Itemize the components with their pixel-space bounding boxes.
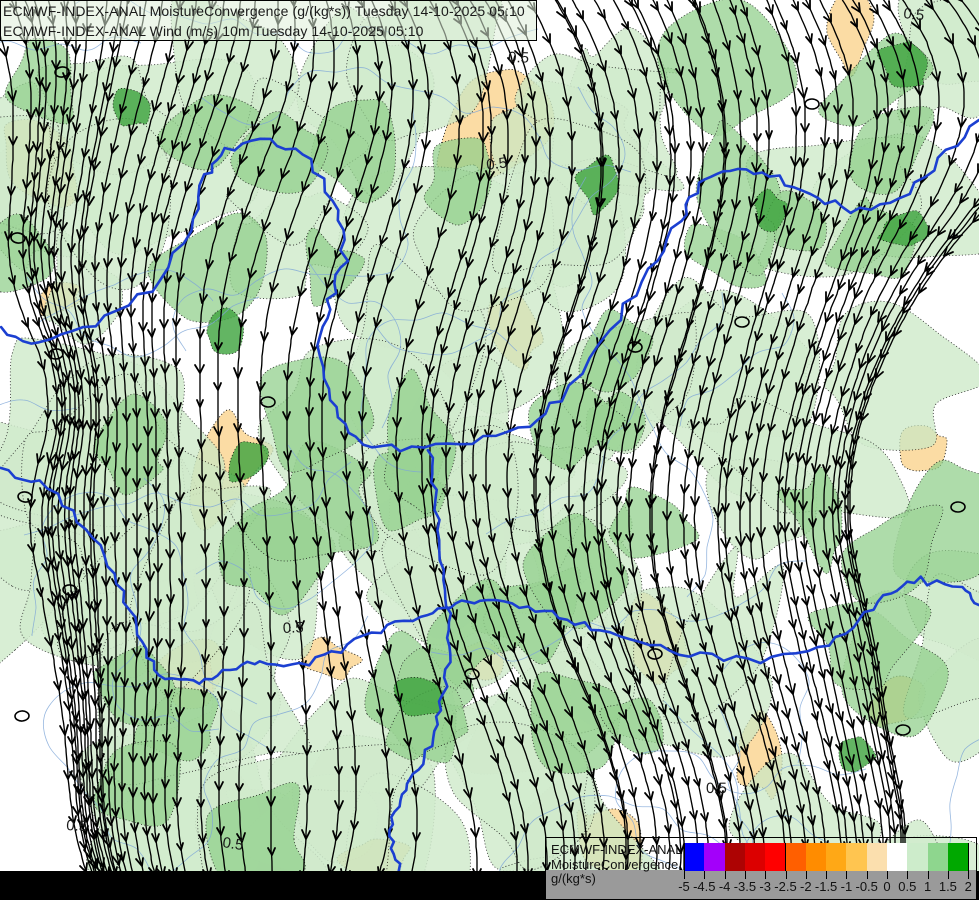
svg-text:0.5: 0.5: [66, 817, 88, 835]
svg-text:0.5: 0.5: [485, 154, 508, 174]
svg-text:0.5: 0.5: [508, 49, 529, 67]
svg-text:0.5: 0.5: [221, 834, 244, 854]
svg-text:0.5: 0.5: [903, 5, 926, 24]
svg-text:0.5: 0.5: [706, 780, 727, 797]
svg-text:0.5: 0.5: [283, 619, 304, 637]
